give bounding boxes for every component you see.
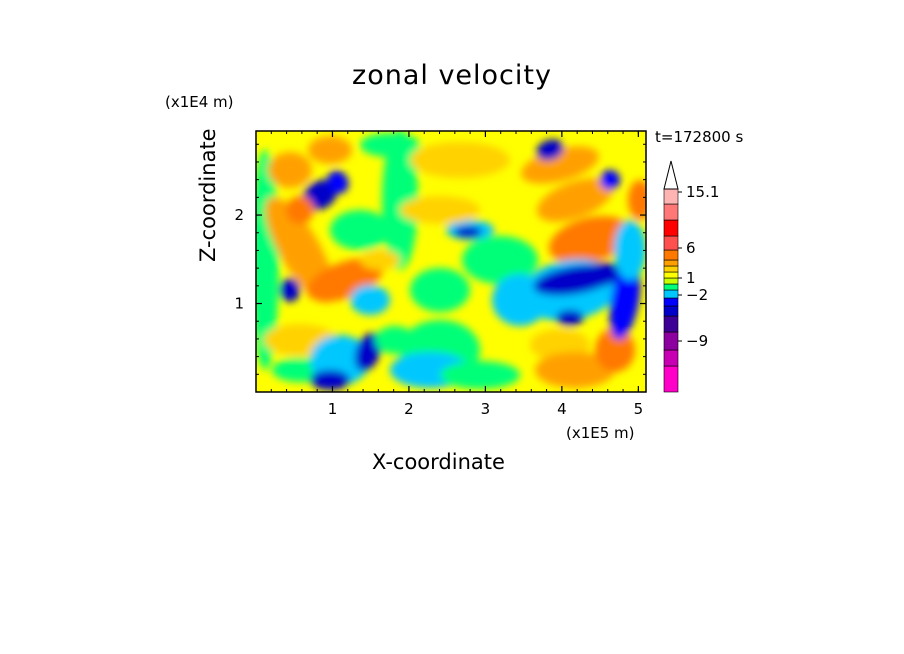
colorbar: 15.1 6 1−2 −9 [663, 160, 719, 393]
field-blob [400, 196, 480, 224]
colorbar-band [663, 219, 679, 237]
field-blob [535, 352, 615, 388]
field-blob [410, 268, 470, 312]
field-blobs [256, 131, 646, 390]
colorbar-extend-arrow [663, 160, 679, 190]
field-blob [549, 216, 631, 264]
colorbar-label: 1 [686, 269, 696, 287]
colorbar-band [663, 203, 679, 221]
colorbar-band [663, 188, 679, 205]
field-blob [268, 152, 312, 188]
field-blob [462, 236, 538, 284]
y-tick-label: 2 [234, 206, 244, 224]
field-blob [614, 220, 646, 280]
field-blob [360, 250, 400, 270]
field-blob [595, 328, 635, 372]
x-tick-label: 1 [328, 400, 338, 418]
x-tick-label: 5 [634, 400, 644, 418]
field-blob [382, 131, 418, 270]
chart-title: zonal velocity [352, 60, 552, 91]
field-blob [308, 136, 352, 164]
y-axis-ticks: 12 [234, 143, 646, 375]
contour-field [256, 131, 646, 392]
colorbar-band [663, 265, 679, 273]
x-axis-ticks: 1 2 3 4 5 [270, 131, 644, 418]
colorbar-band [663, 305, 679, 317]
z-axis-unit: (x1E4 m) [165, 93, 234, 111]
field-blob [410, 142, 510, 178]
field-blob [628, 180, 646, 220]
x-axis-label: X-coordinate [372, 450, 505, 474]
y-tick-label: 1 [234, 295, 244, 313]
colorbar-band [663, 259, 679, 267]
field-blob [354, 332, 382, 372]
colorbar-band [663, 349, 679, 367]
field-blob [600, 170, 620, 190]
field-blob [536, 178, 614, 222]
x-axis-unit: (x1E5 m) [566, 424, 635, 442]
plot-frame [255, 130, 647, 393]
field-blob [454, 226, 482, 238]
field-blob [440, 361, 520, 389]
colorbar-band [663, 283, 679, 291]
colorbar-label: 15.1 [686, 183, 719, 201]
colorbar-band [663, 289, 679, 299]
colorbar-label: −9 [686, 332, 708, 350]
colorbar-label: −2 [686, 286, 708, 304]
field-blob [280, 278, 300, 302]
colorbar-label: 6 [686, 239, 696, 257]
field-blob [375, 326, 415, 354]
x-tick-label: 4 [557, 400, 567, 418]
colorbar-band [663, 235, 679, 251]
colorbar-band [663, 365, 679, 393]
field-blob [350, 285, 390, 315]
field-blob [327, 170, 349, 194]
field-blob [360, 133, 420, 157]
x-tick-label: 2 [404, 400, 414, 418]
field-blob [330, 210, 390, 250]
field-blob [609, 260, 641, 340]
colorbar-band [663, 249, 679, 261]
field-blob [286, 196, 314, 224]
x-tick-label: 3 [481, 400, 491, 418]
field-blob [536, 139, 564, 161]
colorbar-band [663, 277, 679, 285]
time-label: t=172800 s [655, 128, 744, 146]
colorbar-band [663, 297, 679, 307]
colorbar-band [663, 315, 679, 333]
field-blob [310, 370, 350, 390]
field-blob [578, 262, 622, 288]
field-blob [556, 310, 584, 326]
colorbar-band [663, 271, 679, 279]
colorbar-band [663, 331, 679, 351]
